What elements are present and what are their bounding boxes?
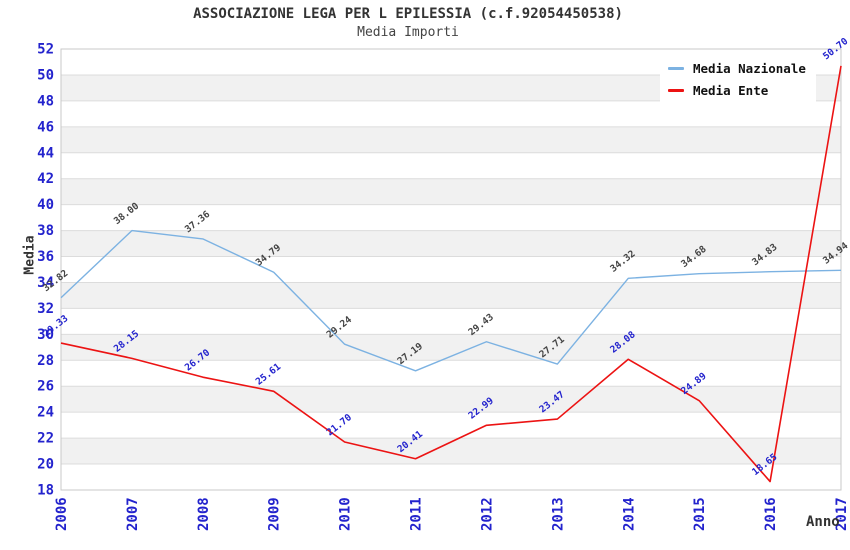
svg-text:48: 48 [37, 93, 54, 109]
svg-text:44: 44 [37, 145, 54, 161]
legend-label: Media Nazionale [693, 61, 806, 76]
svg-text:2010: 2010 [338, 497, 354, 531]
svg-text:30: 30 [37, 327, 54, 343]
svg-text:2012: 2012 [479, 497, 495, 531]
svg-text:50: 50 [37, 67, 54, 83]
svg-text:52: 52 [37, 42, 54, 58]
svg-text:34: 34 [37, 275, 54, 291]
svg-text:28: 28 [37, 353, 54, 369]
svg-text:18: 18 [37, 483, 54, 499]
svg-text:2008: 2008 [196, 497, 212, 531]
svg-text:2015: 2015 [692, 497, 708, 531]
svg-text:32: 32 [37, 301, 54, 317]
y-axis-title: Media [22, 235, 38, 275]
svg-text:2009: 2009 [267, 497, 283, 531]
y-tick-labels: 18 20 22 24 26 28 30 32 34 36 38 40 42 44 46 48 50 52 [37, 42, 54, 499]
svg-text:36: 36 [37, 249, 54, 265]
svg-text:46: 46 [37, 119, 54, 135]
svg-text:2016: 2016 [763, 497, 779, 531]
legend-swatch-blue-icon [668, 67, 684, 70]
svg-text:2013: 2013 [550, 497, 566, 531]
series-line-1 [60, 65, 842, 483]
plot-border [60, 48, 842, 491]
svg-text:42: 42 [37, 171, 54, 187]
svg-text:2006: 2006 [54, 497, 70, 531]
legend-label: Media Ente [693, 83, 769, 98]
svg-text:2011: 2011 [409, 497, 425, 531]
series-line-0 [60, 229, 842, 372]
svg-text:25.61: 25.61 [254, 361, 284, 387]
svg-text:2017: 2017 [834, 497, 850, 531]
svg-text:40: 40 [37, 197, 54, 213]
svg-text:24: 24 [37, 405, 54, 421]
svg-text:21.70: 21.70 [325, 412, 355, 438]
svg-text:2014: 2014 [621, 497, 637, 531]
grid-bands [61, 74, 841, 465]
svg-text:20: 20 [37, 457, 54, 473]
legend-swatch-red-icon [668, 89, 684, 92]
legend-item-media-nazionale[interactable]: Media Nazionale [668, 61, 806, 76]
svg-text:50.70: 50.70 [821, 36, 850, 62]
grid-lines [61, 48, 841, 491]
svg-text:26: 26 [37, 379, 54, 395]
svg-text:2007: 2007 [125, 497, 141, 531]
x-axis-title: Anno [806, 514, 840, 530]
legend: Media Nazionale Media Ente [660, 56, 816, 104]
svg-text:38: 38 [37, 223, 54, 239]
legend-item-media-ente[interactable]: Media Ente [668, 83, 806, 98]
svg-text:22: 22 [37, 431, 54, 447]
x-tick-labels: 2006 2007 2008 2009 2010 2011 2012 2013 2014 2015… [54, 497, 850, 531]
